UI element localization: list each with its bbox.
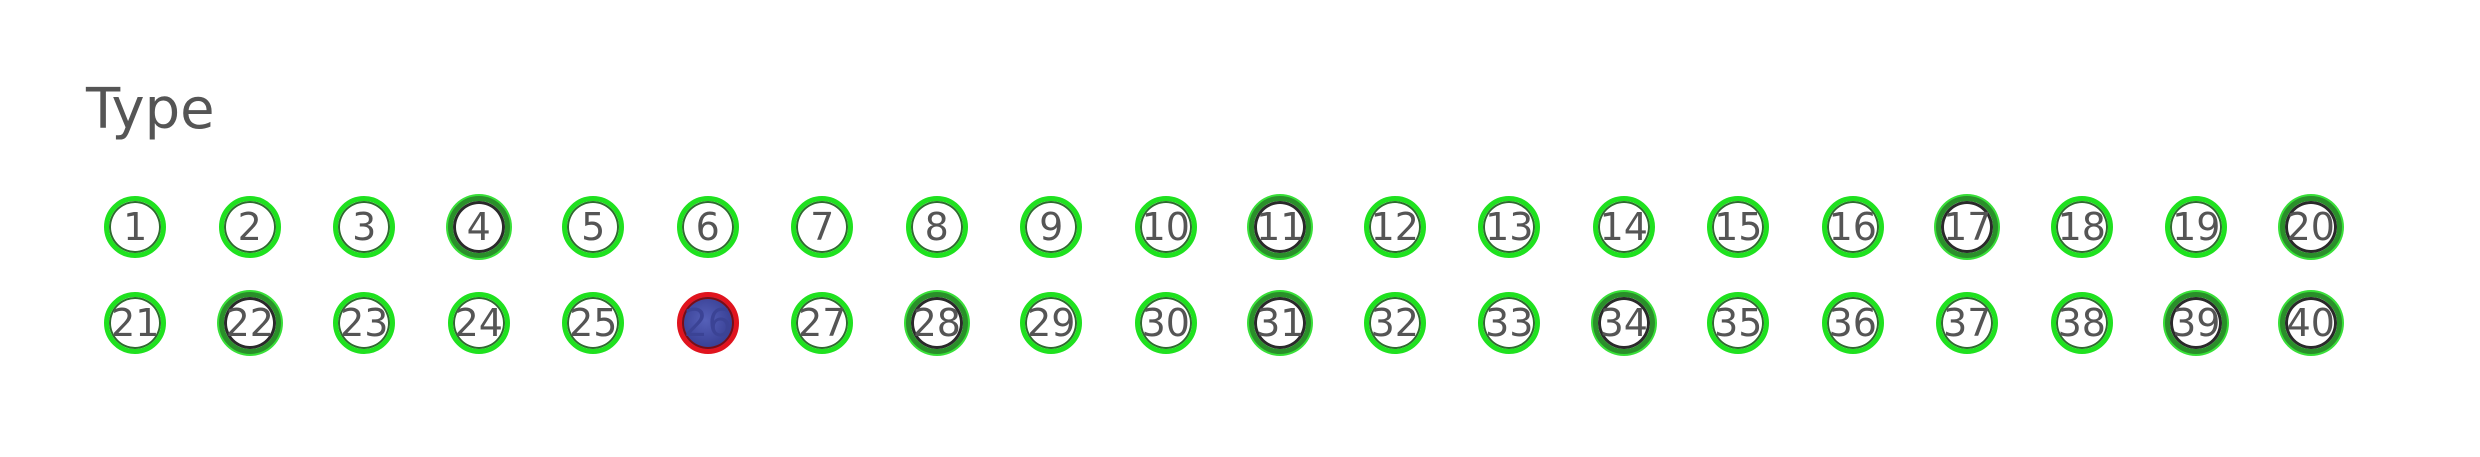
number-cell: 38 [2025, 286, 2140, 360]
number-cell: 10 [1109, 190, 1224, 264]
number-button[interactable]: 22 [218, 292, 281, 354]
number-button[interactable]: 38 [2050, 292, 2113, 354]
number-button[interactable]: 34 [1592, 292, 1655, 354]
number-cell: 3 [307, 190, 422, 264]
number-cell: 12 [1338, 190, 1453, 264]
number-button[interactable]: 40 [2279, 292, 2342, 354]
number-button[interactable]: 5 [562, 196, 625, 258]
number-button[interactable]: 8 [905, 196, 968, 258]
number-button[interactable]: 21 [104, 292, 167, 354]
number-button[interactable]: 32 [1363, 292, 1426, 354]
number-cell: 8 [880, 190, 995, 264]
number-button[interactable]: 20 [2279, 196, 2342, 258]
number-cell: 32 [1338, 286, 1453, 360]
number-cell: 27 [765, 286, 880, 360]
number-button[interactable]: 16 [1821, 196, 1884, 258]
number-button[interactable]: 19 [2165, 196, 2228, 258]
number-button[interactable]: 39 [2165, 292, 2228, 354]
section-title: Type [86, 77, 215, 142]
number-cell: 23 [307, 286, 422, 360]
number-button[interactable]: 24 [447, 292, 510, 354]
number-button[interactable]: 35 [1707, 292, 1770, 354]
number-cell: 22 [193, 286, 308, 360]
number-cell: 34 [1567, 286, 1682, 360]
number-cell: 2 [193, 190, 308, 264]
number-cell: 28 [880, 286, 995, 360]
number-cell: 31 [1223, 286, 1338, 360]
number-cell: 11 [1223, 190, 1338, 264]
number-button[interactable]: 17 [1936, 196, 1999, 258]
number-button[interactable]: 11 [1249, 196, 1312, 258]
number-button[interactable]: 36 [1821, 292, 1884, 354]
number-cell: 17 [1910, 190, 2025, 264]
number-button[interactable]: 27 [791, 292, 854, 354]
number-cell: 40 [2254, 286, 2369, 360]
number-button[interactable]: 15 [1707, 196, 1770, 258]
number-cell: 33 [1452, 286, 1567, 360]
number-button-selected[interactable]: 26 [676, 292, 739, 354]
number-button[interactable]: 4 [447, 196, 510, 258]
number-cell: 19 [2139, 190, 2254, 264]
number-cell: 5 [536, 190, 651, 264]
number-button[interactable]: 2 [218, 196, 281, 258]
number-cell: 30 [1109, 286, 1224, 360]
number-button[interactable]: 14 [1592, 196, 1655, 258]
number-cell: 36 [1796, 286, 1911, 360]
number-button[interactable]: 33 [1478, 292, 1541, 354]
number-cell: 37 [1910, 286, 2025, 360]
number-button[interactable]: 37 [1936, 292, 1999, 354]
number-grid: 1 2 3 4 5 6 7 8 9 10 11 12 13 14 15 16 17 18 19 20 21 22 23 24 2… [78, 190, 2368, 360]
number-cell: 24 [422, 286, 537, 360]
number-cell: 18 [2025, 190, 2140, 264]
number-button[interactable]: 10 [1134, 196, 1197, 258]
number-button[interactable]: 28 [905, 292, 968, 354]
number-button[interactable]: 30 [1134, 292, 1197, 354]
number-button[interactable]: 18 [2050, 196, 2113, 258]
number-cell: 15 [1681, 190, 1796, 264]
number-cell: 6 [651, 190, 766, 264]
number-cell: 25 [536, 286, 651, 360]
number-cell: 29 [994, 286, 1109, 360]
number-button[interactable]: 1 [104, 196, 167, 258]
number-cell: 16 [1796, 190, 1911, 264]
number-button[interactable]: 9 [1020, 196, 1083, 258]
number-cell: 26 [651, 286, 766, 360]
number-cell: 13 [1452, 190, 1567, 264]
number-button[interactable]: 3 [333, 196, 396, 258]
number-cell: 7 [765, 190, 880, 264]
number-button[interactable]: 6 [676, 196, 739, 258]
number-cell: 1 [78, 190, 193, 264]
number-button[interactable]: 13 [1478, 196, 1541, 258]
number-cell: 9 [994, 190, 1109, 264]
number-button[interactable]: 12 [1363, 196, 1426, 258]
number-button[interactable]: 25 [562, 292, 625, 354]
number-cell: 21 [78, 286, 193, 360]
number-button[interactable]: 23 [333, 292, 396, 354]
number-cell: 20 [2254, 190, 2369, 264]
number-cell: 35 [1681, 286, 1796, 360]
number-cell: 14 [1567, 190, 1682, 264]
number-cell: 39 [2139, 286, 2254, 360]
number-button[interactable]: 31 [1249, 292, 1312, 354]
number-cell: 4 [422, 190, 537, 264]
number-button[interactable]: 7 [791, 196, 854, 258]
number-button[interactable]: 29 [1020, 292, 1083, 354]
